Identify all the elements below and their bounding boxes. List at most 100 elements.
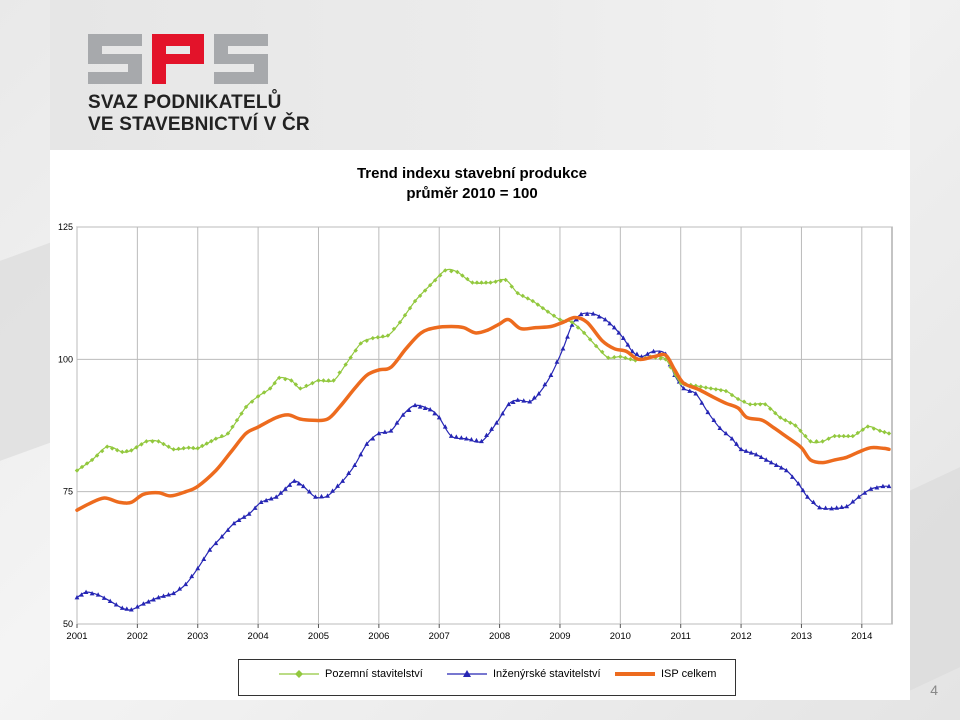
data-point-triangle: [352, 462, 358, 467]
data-point-triangle: [166, 592, 171, 597]
data-point-diamond: [239, 411, 244, 416]
legend-item-inzenyrske: Inženýrské stavitelství: [447, 668, 601, 680]
data-point-triangle: [536, 391, 542, 396]
data-point-diamond: [181, 446, 186, 451]
data-point-triangle: [201, 556, 207, 561]
legend-label: Pozemní stavitelství: [325, 668, 423, 680]
data-point-diamond: [581, 330, 587, 336]
data-point-triangle: [370, 436, 376, 441]
data-point-triangle: [291, 478, 297, 483]
data-point-diamond: [593, 343, 599, 349]
data-point-diamond: [243, 404, 249, 410]
data-point-diamond: [628, 356, 633, 362]
data-point-triangle: [412, 402, 418, 408]
data-point-triangle: [134, 604, 140, 609]
data-point-diamond: [658, 356, 663, 361]
data-point-triangle: [789, 474, 795, 479]
data-point-diamond: [871, 426, 877, 431]
data-point-triangle: [406, 407, 412, 412]
data-point-triangle: [527, 399, 533, 404]
data-point-diamond: [200, 443, 205, 449]
data-point-triangle: [287, 482, 293, 487]
data-point-triangle: [805, 494, 810, 499]
data-point-diamond: [882, 429, 887, 435]
data-point-triangle: [630, 348, 635, 354]
data-point-diamond: [84, 461, 90, 466]
x-tick-label: 2013: [791, 631, 812, 642]
data-point-diamond: [255, 394, 261, 399]
data-point-diamond: [530, 298, 535, 304]
data-point-diamond: [391, 326, 397, 332]
data-point-triangle: [645, 351, 650, 356]
data-point-diamond: [156, 439, 161, 444]
data-point-triangle: [107, 598, 113, 604]
data-point-triangle: [723, 430, 729, 436]
data-point-triangle: [231, 520, 237, 526]
data-point-diamond: [331, 378, 336, 383]
data-point-triangle: [382, 429, 388, 434]
data-point-diamond: [110, 446, 115, 451]
data-point-diamond: [509, 284, 514, 289]
data-point-triangle: [778, 465, 784, 470]
data-point-diamond: [289, 378, 294, 383]
y-tick-label: 100: [58, 354, 73, 364]
data-point-triangle: [268, 496, 274, 501]
data-point-triangle: [711, 417, 717, 423]
data-point-triangle: [515, 397, 521, 402]
data-point-diamond: [124, 448, 130, 454]
data-point-triangle: [800, 487, 806, 493]
data-point-diamond: [438, 273, 443, 278]
data-point-triangle: [811, 499, 816, 505]
data-point-triangle: [753, 452, 759, 457]
data-point-diamond: [768, 406, 773, 411]
data-point-triangle: [763, 457, 769, 462]
data-point-triangle: [95, 592, 101, 597]
data-point-diamond: [277, 375, 282, 381]
data-point-triangle: [748, 450, 754, 455]
data-point-diamond: [204, 441, 209, 446]
data-point-triangle: [448, 433, 454, 438]
data-point-triangle: [171, 590, 176, 596]
data-point-triangle: [560, 346, 566, 351]
data-point-diamond: [412, 298, 418, 304]
data-point-triangle: [616, 330, 622, 335]
data-point-diamond: [115, 448, 120, 453]
data-point-diamond: [186, 445, 191, 450]
data-point-triangle: [634, 351, 640, 356]
data-point-diamond: [150, 439, 155, 444]
data-point-triangle: [225, 527, 231, 532]
legend-marker-line-icon: [615, 672, 655, 676]
data-point-triangle: [479, 438, 484, 444]
data-point-diamond: [343, 362, 348, 367]
data-point-diamond: [520, 293, 525, 299]
data-point-diamond: [708, 386, 714, 391]
data-point-diamond: [773, 410, 778, 416]
logo-text-line1: SVAZ PODNIKATELŮ: [88, 92, 282, 113]
data-point-triangle: [124, 606, 130, 611]
x-tick-label: 2001: [66, 631, 87, 642]
data-point-diamond: [326, 378, 331, 383]
data-point-diamond: [195, 446, 200, 451]
data-point-diamond: [225, 431, 231, 436]
data-point-triangle: [839, 504, 845, 509]
data-point-diamond: [886, 431, 892, 436]
data-point-diamond: [402, 313, 408, 318]
x-tick-label: 2014: [851, 631, 872, 642]
data-point-diamond: [483, 280, 489, 285]
data-point-triangle: [128, 607, 134, 612]
data-point-triangle: [422, 405, 428, 411]
data-point-diamond: [855, 430, 860, 436]
data-point-triangle: [207, 547, 213, 552]
data-point-triangle: [611, 324, 617, 330]
data-point-triangle: [273, 494, 279, 499]
data-point-diamond: [698, 384, 704, 389]
data-point-triangle: [886, 483, 892, 489]
data-point-triangle: [219, 534, 225, 539]
x-tick-label: 2008: [489, 631, 510, 642]
data-point-diamond: [846, 433, 851, 439]
data-point-diamond: [557, 317, 563, 322]
data-point-diamond: [783, 418, 788, 423]
data-point-diamond: [718, 388, 724, 393]
data-point-triangle: [161, 593, 166, 598]
data-point-diamond: [230, 424, 235, 430]
